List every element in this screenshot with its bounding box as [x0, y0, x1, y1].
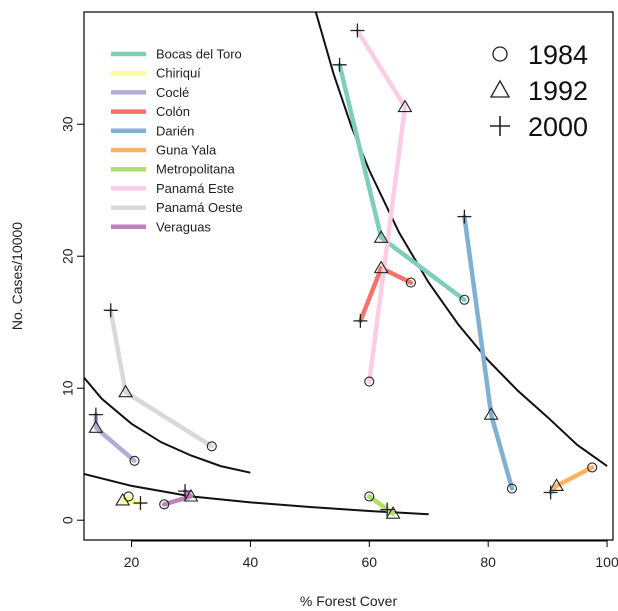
- legend-item-2: Chiriquí: [111, 66, 201, 81]
- point-3-1984: [129, 455, 140, 466]
- point-3-2000: [88, 407, 103, 422]
- y-tick-label-20: 20: [60, 248, 76, 264]
- point-4-1992: [373, 260, 389, 274]
- plot-frame: [83, 11, 614, 541]
- point-3-1992: [88, 420, 104, 433]
- region-legend: Bocas del Toro Chiriquí Coclé Colón Darién Gu…: [111, 47, 243, 234]
- fitted-curve-1: [84, 376, 251, 474]
- year-legend-item-1984: 1984: [492, 40, 588, 70]
- legend-label-1: Bocas del Toro: [156, 47, 242, 62]
- point-5-1992: [483, 407, 499, 420]
- series-line-5: [462, 214, 515, 491]
- legend-item-6: Guna Yala: [111, 143, 217, 158]
- point-7-2000: [380, 502, 395, 517]
- legend-item-10: Veraguas: [111, 219, 211, 234]
- point-10-1984: [159, 499, 170, 510]
- legend-label-8: Panamá Este: [156, 181, 234, 196]
- y-tick-label-0: 0: [60, 516, 76, 524]
- legend-item-7: Metropolitana: [111, 162, 236, 177]
- x-tick-label-60: 60: [362, 554, 378, 570]
- year-legend-marker-1984: [492, 46, 508, 62]
- legend-item-4: Colón: [111, 104, 190, 119]
- series-line-4: [358, 265, 414, 324]
- legend-label-10: Veraguas: [156, 219, 211, 234]
- year-legend-label-2000: 2000: [528, 112, 588, 142]
- fitted-curves: [84, 12, 608, 516]
- series-line-10: [161, 488, 194, 507]
- point-9-1992: [118, 384, 134, 398]
- legend-item-5: Darién: [111, 123, 194, 138]
- point-6-1992: [549, 478, 564, 491]
- point-9-2000: [103, 303, 118, 318]
- legend-label-9: Panamá Oeste: [156, 200, 243, 215]
- fitted-curve-2: [84, 473, 429, 516]
- point-7-1992: [385, 506, 401, 519]
- point-6-1984: [587, 462, 598, 473]
- legend-label-4: Colón: [156, 104, 190, 119]
- point-8-1992: [397, 99, 413, 113]
- x-tick-label-80: 80: [480, 554, 496, 570]
- year-legend: 1984 1992 2000: [489, 40, 588, 142]
- year-legend-item-1992: 1992: [489, 76, 588, 106]
- legend-item-1: Bocas del Toro: [111, 47, 242, 62]
- y-tick-label-30: 30: [60, 116, 76, 132]
- point-10-2000: [178, 484, 193, 499]
- point-7-1984: [364, 491, 375, 502]
- year-legend-label-1984: 1984: [528, 40, 588, 70]
- point-2-1992: [115, 492, 131, 506]
- series-lines: [93, 28, 595, 516]
- x-tick-label-100: 100: [595, 554, 618, 570]
- point-2-2000: [133, 496, 148, 511]
- series-line-9: [108, 308, 215, 449]
- x-axis-title: % Forest Cover: [300, 593, 398, 609]
- legend-label-2: Chiriquí: [156, 66, 201, 81]
- y-axis-title: No. Cases/10000: [9, 222, 25, 330]
- year-legend-label-1992: 1992: [528, 76, 588, 106]
- year-legend-item-2000: 2000: [490, 112, 588, 142]
- legend-item-9: Panamá Oeste: [111, 200, 243, 215]
- y-tick-label-10: 10: [60, 380, 76, 396]
- point-9-1984: [206, 441, 217, 452]
- series-markers: [88, 23, 598, 519]
- series-line-2: [120, 494, 143, 506]
- x-tick-label-20: 20: [124, 554, 140, 570]
- y-axis: 0 10 20 30: [60, 116, 84, 524]
- point-5-2000: [457, 209, 472, 224]
- point-4-2000: [353, 313, 368, 328]
- legend-item-8: Panamá Este: [111, 181, 234, 196]
- x-tick-label-40: 40: [243, 554, 259, 570]
- point-5-1984: [506, 483, 518, 494]
- point-8-1984: [364, 376, 375, 387]
- point-8-2000: [350, 23, 365, 38]
- series-line-7: [367, 494, 396, 516]
- point-1-1992: [373, 230, 389, 243]
- series-line-1: [337, 62, 467, 303]
- legend-label-3: Coclé: [156, 85, 189, 100]
- legend-label-7: Metropolitana: [156, 162, 236, 177]
- point-10-1992: [183, 488, 199, 502]
- point-4-1984: [405, 277, 416, 288]
- x-axis: 20 40 60 80 100: [124, 540, 618, 570]
- point-1-2000: [332, 57, 347, 72]
- point-6-2000: [543, 485, 558, 500]
- fitted-curve-3: [314, 12, 608, 467]
- legend-label-6: Guna Yala: [156, 143, 217, 158]
- year-legend-marker-2000: [490, 116, 510, 136]
- point-1-1984: [459, 294, 470, 305]
- legend-item-3: Coclé: [111, 85, 189, 100]
- legend-label-5: Darién: [156, 123, 194, 138]
- year-legend-marker-1992: [489, 79, 511, 98]
- series-line-8: [355, 28, 408, 384]
